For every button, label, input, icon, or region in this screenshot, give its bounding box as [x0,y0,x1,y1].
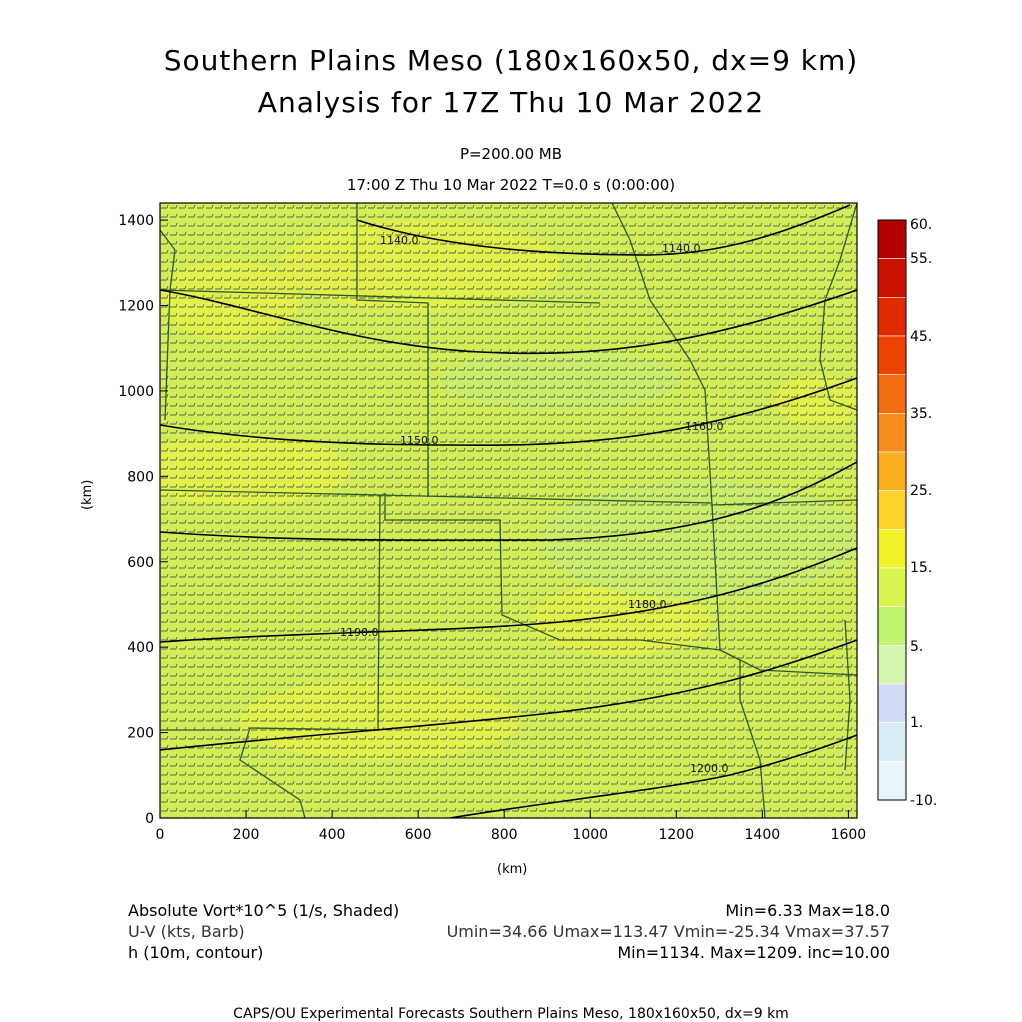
contour-label: 1200.0 [690,762,729,775]
y-tick-label: 1400 [118,213,154,229]
colorbar-label: 35. [910,406,932,422]
contour-label: 1190.0 [340,626,379,639]
contour-labels: 1140.0 1140.0 1150.0 1160.0 1180.0 1190.… [340,234,729,775]
state-boundaries [160,203,857,818]
y-tick-label: 1000 [118,384,154,400]
colorbar-swatch [877,761,907,801]
colorbar-label: 1. [910,715,923,731]
contour-label: 1160.0 [685,420,724,433]
legend-shaded: Absolute Vort*10^5 (1/s, Shaded) [128,901,400,920]
y-tick-label: 0 [145,811,154,827]
x-tick-label: 200 [233,827,260,843]
colorbar-label: 60. [910,217,932,233]
x-tick-label: 600 [405,827,432,843]
x-tick-label: 1600 [831,827,867,843]
colorbar-swatch [877,219,907,259]
colorbar-label: -10. [910,793,937,809]
y-tick-label: 400 [127,640,154,656]
colorbar-swatch [877,722,907,762]
vorticity-shading [160,203,857,818]
colorbar-swatch [877,258,907,298]
colorbar-label: 45. [910,329,932,345]
colorbar-swatch [877,606,907,646]
colorbar-swatch [877,297,907,337]
pressure-level: P=200.00 MB [459,145,563,163]
colorbar-label: 25. [910,483,932,499]
colorbar-swatch [877,645,907,685]
contour-label: 1180.0 [628,598,667,611]
y-tick-label: 200 [127,726,154,742]
x-tick-label: 1200 [658,827,694,843]
plot-frame [159,202,858,819]
colorbar-swatch [877,335,907,375]
credit-line: CAPS/OU Experimental Forecasts Southern … [233,1006,789,1022]
y-axis: 0 200 400 600 800 1000 1200 1400 [118,213,168,827]
contour-label: 1150.0 [400,434,439,447]
colorbar-swatch [877,490,907,530]
y-tick-label: 1200 [118,299,154,315]
colorbar-swatch [877,413,907,453]
stats-barb: Umin=34.66 Umax=113.47 Vmin=-25.34 Vmax=… [446,922,890,941]
colorbar: 60. 55. 45. 35. 25. 15. 5. 1. -10. [877,217,937,809]
legend-contour: h (10m, contour) [128,943,264,962]
colorbar-swatch [877,529,907,569]
colorbar-label: 5. [910,639,923,655]
legend-barb: U-V (kts, Barb) [128,922,245,941]
colorbar-label: 15. [910,560,932,576]
plot-subtitle: Analysis for 17Z Thu 10 Mar 2022 [257,86,765,119]
contour-label: 1140.0 [662,242,701,255]
stats-contour: Min=1134. Max=1209. inc=10.00 [617,943,890,962]
colorbar-swatch [877,451,907,491]
x-axis: 0 200 400 600 800 1000 1200 1400 1600 [156,810,867,843]
contour-label: 1140.0 [380,234,419,247]
y-tick-label: 600 [127,555,154,571]
x-tick-label: 0 [156,827,165,843]
colorbar-label: 55. [910,251,932,267]
x-axis-label: (km) [497,862,528,877]
plot-title: Southern Plains Meso (180x160x50, dx=9 k… [163,44,859,77]
y-axis-label: (km) [80,479,95,510]
colorbar-swatch [877,374,907,414]
colorbar-frame [877,219,907,801]
x-tick-label: 400 [319,827,346,843]
y-tick-label: 800 [127,469,154,485]
colorbar-swatch [877,683,907,723]
stats-shaded: Min=6.33 Max=18.0 [725,901,890,920]
x-tick-label: 1400 [745,827,781,843]
colorbar-swatch [877,567,907,607]
x-tick-label: 800 [491,827,518,843]
height-contours [160,204,857,818]
valid-time: 17:00 Z Thu 10 Mar 2022 T=0.0 s (0:00:00… [346,176,676,194]
x-tick-label: 1000 [572,827,608,843]
